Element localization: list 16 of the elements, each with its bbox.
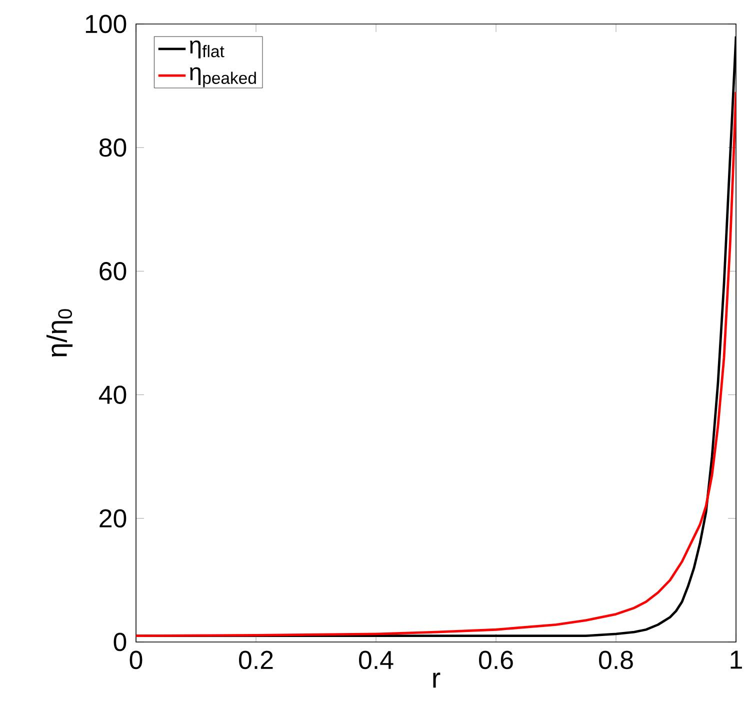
- x-tick-label: 1: [730, 650, 742, 669]
- y-tick-label: 100: [86, 14, 126, 34]
- y-tick-label: 0: [114, 632, 126, 652]
- x-tick-label: 0.2: [239, 650, 273, 670]
- legend-label: η$_{peaked}$: [190, 67, 256, 88]
- x-tick-label: 0: [130, 650, 142, 670]
- y-axis-title: η/η$_{0}$: [46, 309, 72, 357]
- x-tick-label: 0.4: [359, 650, 394, 670]
- x-axis-title: r: [433, 672, 440, 688]
- x-tick-label: 0.6: [479, 650, 513, 670]
- y-tick-label: 80: [99, 138, 126, 157]
- y-tick-label: 20: [100, 509, 126, 528]
- y-tick-label: 60: [100, 262, 126, 280]
- y-tick-label: 40: [98, 386, 126, 404]
- legend-label: η$_{flat}$: [190, 40, 224, 58]
- x-tick-label: 0.8: [599, 650, 633, 670]
